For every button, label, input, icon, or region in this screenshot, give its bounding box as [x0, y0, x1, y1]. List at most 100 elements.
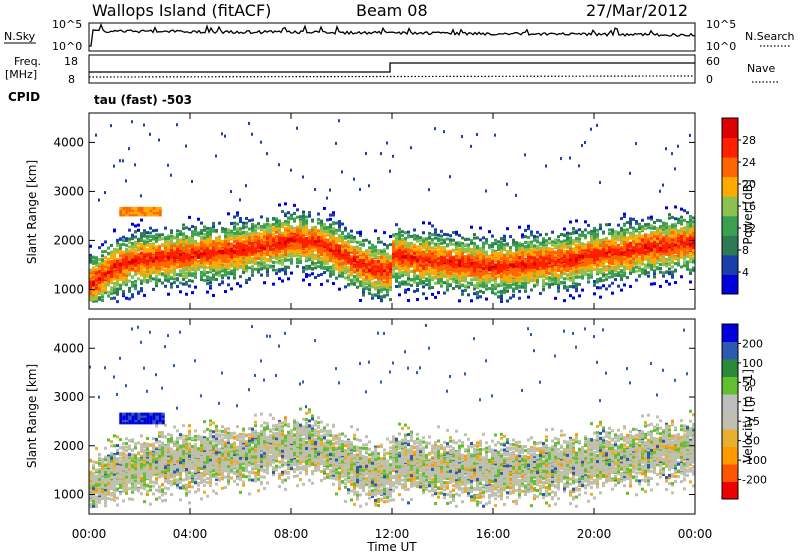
heatmap-cell: [254, 235, 257, 239]
heatmap-cell: [173, 260, 176, 264]
heatmap-cell: [287, 223, 290, 227]
heatmap-cell: [209, 227, 212, 231]
heatmap-cell: [212, 229, 215, 233]
heatmap-cell: [161, 237, 164, 241]
heatmap-cell: [236, 230, 239, 234]
heatmap-cell: [176, 240, 179, 244]
heatmap-cell: [194, 243, 197, 247]
heatmap-cell: [92, 299, 95, 303]
heatmap-cell: [146, 274, 149, 278]
heatmap-cell: [179, 252, 182, 256]
heatmap-cell: [146, 236, 149, 240]
heatmap-cell: [143, 234, 146, 238]
heatmap-cell: [311, 261, 314, 265]
heatmap-cell: [149, 265, 152, 269]
heatmap-cell: [206, 234, 209, 238]
heatmap-cell: [317, 250, 320, 254]
heatmap-cell: [146, 272, 149, 276]
heatmap-cell: [362, 293, 365, 297]
heatmap-cell: [116, 248, 119, 252]
heatmap-cell: [104, 283, 107, 287]
heatmap-cell: [320, 251, 323, 255]
heatmap-cell: [275, 220, 278, 224]
heatmap-cell: [263, 241, 266, 245]
heatmap-cell: [191, 267, 194, 271]
heatmap-cell: [266, 217, 269, 221]
heatmap-cell: [350, 229, 353, 233]
heatmap-cell: [230, 287, 233, 291]
heatmap-cell: [362, 290, 365, 294]
heatmap-cell: [137, 277, 140, 281]
heatmap-cell: [149, 247, 152, 251]
heatmap-cell: [227, 237, 230, 241]
heatmap-cell: [128, 240, 131, 244]
heatmap-cell: [119, 159, 121, 163]
heatmap-cell: [176, 251, 179, 255]
heatmap-cell: [242, 271, 245, 275]
heatmap-cell: [203, 252, 206, 256]
heatmap-cell: [152, 271, 155, 275]
heatmap-cell: [203, 273, 206, 277]
heatmap-cell: [116, 262, 119, 266]
heatmap-cell: [200, 278, 203, 282]
heatmap-cell: [116, 270, 119, 274]
heatmap-cell: [146, 262, 149, 266]
heatmap-cell: [329, 188, 331, 192]
heatmap-cell: [164, 249, 167, 253]
heatmap-cell: [128, 255, 131, 259]
heatmap-cell: [224, 234, 227, 238]
heatmap-cell: [305, 264, 308, 268]
heatmap-cell: [203, 236, 206, 240]
heatmap-cell: [122, 290, 125, 294]
heatmap-cell: [140, 270, 143, 274]
heatmap-cell: [182, 253, 185, 257]
heatmap-cell: [185, 282, 188, 286]
heatmap-cell: [212, 269, 215, 273]
heatmap-cell: [350, 238, 353, 242]
heatmap-cell: [182, 258, 185, 262]
heatmap-cell: [113, 274, 116, 278]
heatmap-cell: [104, 274, 107, 278]
heatmap-cell: [95, 281, 98, 285]
heatmap-cell: [272, 237, 275, 241]
heatmap-cell: [236, 261, 239, 265]
heatmap-cell: [203, 228, 206, 232]
heatmap-cell: [266, 242, 269, 246]
heatmap-cell: [104, 261, 107, 265]
heatmap-cell: [152, 267, 155, 271]
heatmap-cell: [155, 260, 158, 264]
heatmap-cell: [263, 281, 266, 285]
heatmap-cell: [116, 272, 119, 276]
heatmap-cell: [167, 163, 169, 167]
heatmap-cell: [275, 227, 278, 231]
heatmap-cell: [353, 270, 356, 274]
heatmap-cell: [173, 273, 176, 277]
heatmap-cell: [281, 250, 284, 254]
heatmap-cell: [365, 151, 367, 155]
heatmap-cell: [137, 237, 140, 241]
heatmap-cell: [104, 249, 107, 253]
heatmap-cell: [365, 258, 368, 262]
heatmap-cell: [101, 283, 104, 287]
heatmap-cell: [341, 242, 344, 246]
heatmap-cell: [254, 227, 257, 231]
heatmap-cell: [152, 259, 155, 263]
heatmap-cell: [188, 279, 191, 283]
heatmap-cell: [101, 299, 104, 303]
heatmap-cell: [332, 213, 335, 217]
heatmap-cell: [188, 272, 191, 276]
heatmap-cell: [308, 214, 311, 218]
heatmap-cell: [182, 242, 185, 246]
heatmap-cell: [302, 269, 305, 273]
heatmap-cell: [143, 293, 146, 297]
heatmap-cell: [176, 242, 179, 246]
heatmap-cell: [284, 258, 287, 262]
heatmap-cell: [185, 250, 188, 254]
heatmap-cell: [218, 270, 221, 274]
heatmap-cell: [251, 222, 254, 226]
heatmap-cell: [125, 250, 128, 254]
heatmap-cell: [158, 237, 161, 241]
heatmap-cell: [173, 244, 176, 248]
cpid-label: CPID: [8, 90, 40, 104]
heatmap-cell: [293, 246, 296, 250]
